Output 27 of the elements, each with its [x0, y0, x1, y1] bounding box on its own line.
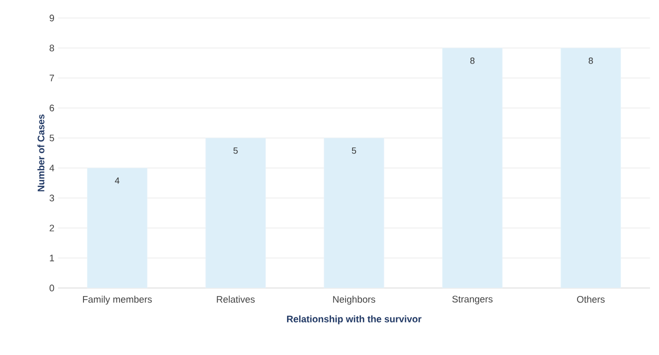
bar — [442, 48, 503, 288]
x-tick-label: Strangers — [452, 296, 493, 304]
data-label: 5 — [233, 147, 238, 154]
data-label: 4 — [114, 177, 120, 184]
bar — [560, 48, 622, 288]
y-tick-label: 1 — [50, 254, 54, 262]
bar — [324, 138, 384, 288]
bar — [205, 138, 266, 288]
y-tick-label: 7 — [50, 74, 54, 82]
bar — [87, 168, 148, 288]
x-tick-label: Family members — [83, 296, 152, 305]
y-tick-label: 0 — [50, 284, 54, 292]
y-tick-label: 5 — [50, 134, 54, 142]
y-tick-label: 2 — [50, 224, 54, 232]
x-tick-label: Relatives — [216, 296, 255, 303]
y-axis-title: Number of Cases — [37, 114, 44, 192]
y-tick-label: 3 — [50, 194, 54, 202]
data-label: 8 — [588, 57, 593, 64]
y-tick-label: 8 — [50, 44, 54, 52]
x-tick-label: Others — [577, 296, 605, 303]
data-label: 8 — [470, 57, 475, 64]
x-tick-label: Neighbors — [333, 296, 376, 305]
x-axis-title: Relationship with the survivor — [287, 315, 422, 324]
data-label: 5 — [352, 147, 356, 154]
y-tick-label: 6 — [50, 104, 54, 112]
y-tick-label: 4 — [49, 164, 54, 172]
y-tick-label: 9 — [50, 14, 54, 22]
